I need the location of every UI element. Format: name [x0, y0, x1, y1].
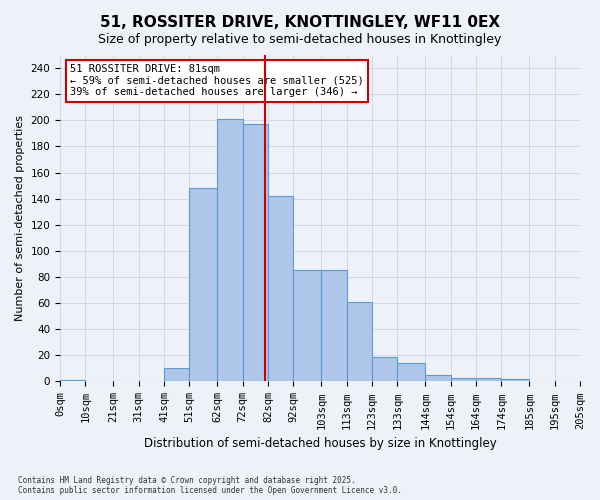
Bar [451, 378, 476, 382]
Bar [502, 379, 529, 382]
Bar [372, 356, 397, 382]
Bar [347, 302, 372, 382]
Bar [190, 188, 217, 382]
Text: Size of property relative to semi-detached houses in Knottingley: Size of property relative to semi-detach… [98, 32, 502, 46]
Text: Contains HM Land Registry data © Crown copyright and database right 2025.
Contai: Contains HM Land Registry data © Crown c… [18, 476, 402, 495]
Bar [425, 375, 451, 382]
Y-axis label: Number of semi-detached properties: Number of semi-detached properties [15, 115, 25, 321]
Bar [217, 119, 242, 382]
Text: 51, ROSSITER DRIVE, KNOTTINGLEY, WF11 0EX: 51, ROSSITER DRIVE, KNOTTINGLEY, WF11 0E… [100, 15, 500, 30]
Bar [397, 363, 425, 382]
Bar [242, 124, 268, 382]
Text: 51 ROSSITER DRIVE: 81sqm
← 59% of semi-detached houses are smaller (525)
39% of : 51 ROSSITER DRIVE: 81sqm ← 59% of semi-d… [70, 64, 364, 98]
Bar [321, 270, 347, 382]
Bar [293, 270, 321, 382]
Bar [164, 368, 190, 382]
Bar [268, 196, 293, 382]
X-axis label: Distribution of semi-detached houses by size in Knottingley: Distribution of semi-detached houses by … [143, 437, 496, 450]
Bar [476, 378, 502, 382]
Bar [60, 380, 85, 382]
